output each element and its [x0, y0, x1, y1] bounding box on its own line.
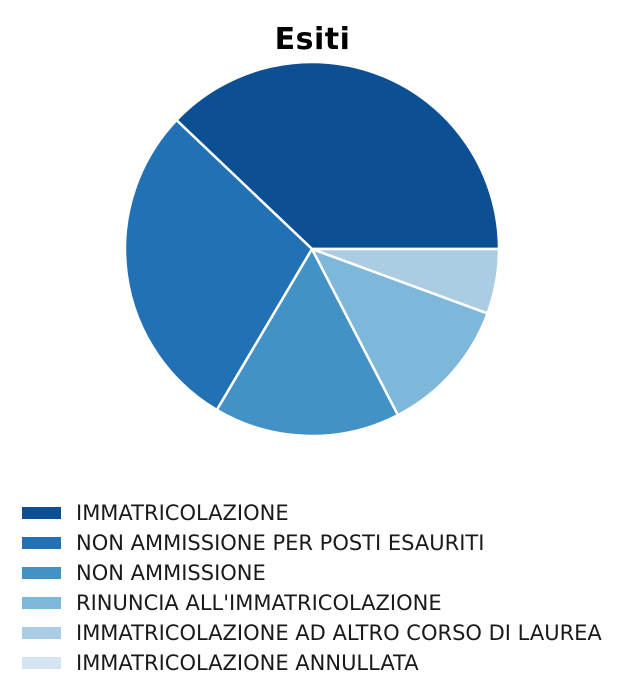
pie-slice-4 [310, 247, 501, 315]
legend-swatch-icon [22, 507, 61, 519]
legend-item: NON AMMISSIONE PER POSTI ESAURITI [22, 528, 615, 558]
legend-swatch-icon [22, 597, 61, 609]
legend-item: IMMATRICOLAZIONE [22, 498, 615, 528]
legend-label: IMMATRICOLAZIONE [76, 501, 289, 525]
chart-title: Esiti [274, 22, 351, 57]
pie-slice-0 [175, 60, 501, 251]
legend: IMMATRICOLAZIONE NON AMMISSIONE PER POST… [22, 498, 615, 678]
legend-label: NON AMMISSIONE [76, 561, 266, 585]
legend-swatch-icon [22, 567, 61, 579]
legend-item: NON AMMISSIONE [22, 558, 615, 588]
legend-label: NON AMMISSIONE PER POSTI ESAURITI [76, 531, 485, 555]
pie-chart [123, 60, 501, 438]
pie-slice-2 [215, 247, 400, 438]
legend-item: IMMATRICOLAZIONE AD ALTRO CORSO DI LAURE… [22, 618, 615, 648]
pie-slice-3 [310, 247, 489, 417]
legend-item: IMMATRICOLAZIONE ANNULLATA [22, 648, 615, 678]
legend-label: IMMATRICOLAZIONE AD ALTRO CORSO DI LAURE… [76, 621, 602, 645]
legend-label: IMMATRICOLAZIONE ANNULLATA [76, 651, 419, 675]
legend-swatch-icon [22, 627, 61, 639]
legend-label: RINUNCIA ALL'IMMATRICOLAZIONE [76, 591, 442, 615]
legend-item: RINUNCIA ALL'IMMATRICOLAZIONE [22, 588, 615, 618]
pie-slice-1 [123, 118, 314, 412]
legend-swatch-icon [22, 537, 61, 549]
legend-swatch-icon [22, 657, 61, 669]
